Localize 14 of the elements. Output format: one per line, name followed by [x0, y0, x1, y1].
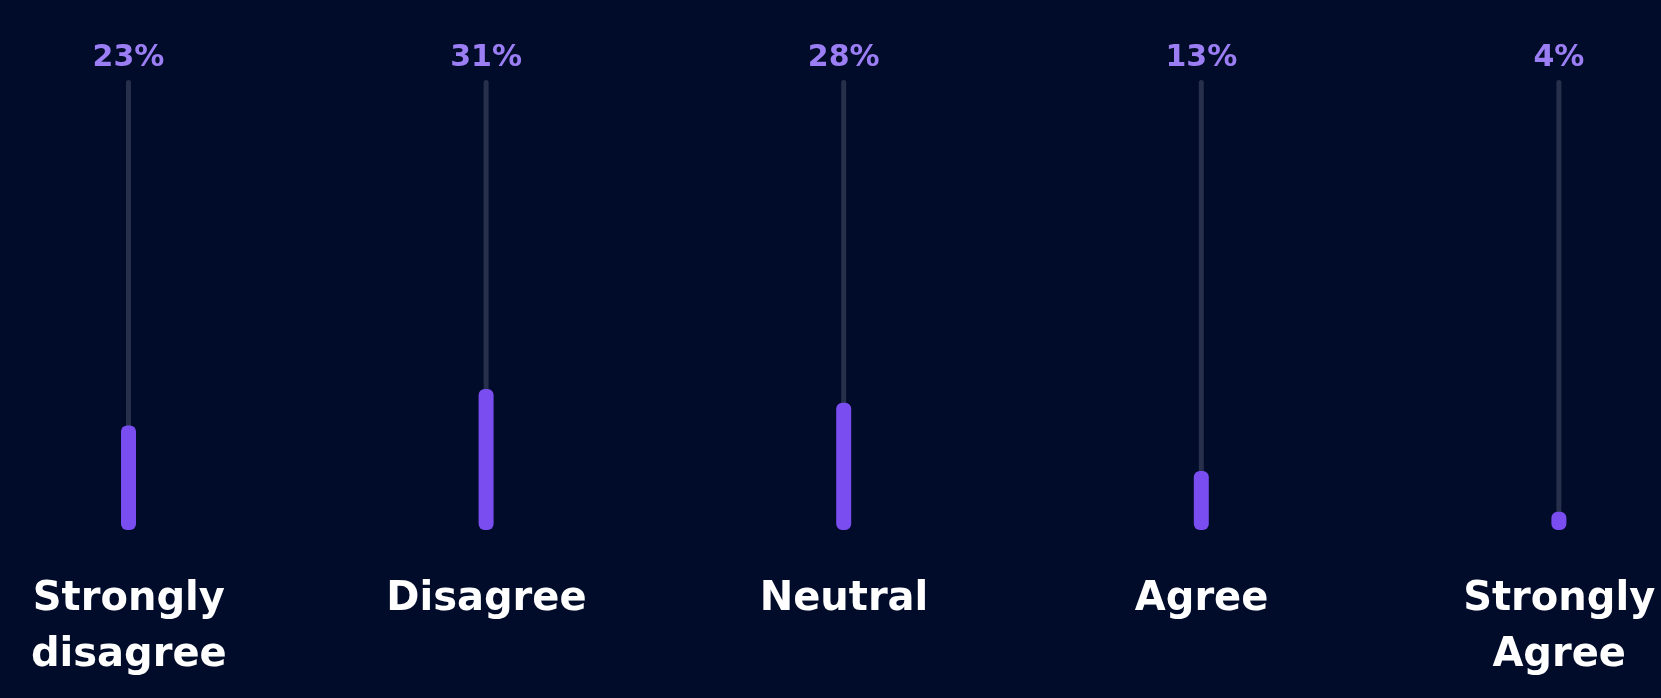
x-tick-label: Disagree: [386, 573, 587, 619]
data-label: 23%: [92, 38, 165, 73]
x-tick-label: Strongly Agree: [1463, 573, 1656, 675]
bar: [121, 425, 136, 530]
bar: [836, 402, 852, 530]
data-label: 13%: [1165, 38, 1238, 73]
data-label: 28%: [807, 38, 880, 73]
bar: [1193, 470, 1209, 530]
data-label: 31%: [450, 38, 523, 73]
bar: [478, 389, 494, 530]
data-label: 4%: [1533, 38, 1585, 73]
x-tick-label: Agree: [1134, 573, 1269, 619]
x-tick-label: Strongly disagree: [30, 573, 227, 675]
x-tick-label: Neutral: [759, 573, 929, 619]
